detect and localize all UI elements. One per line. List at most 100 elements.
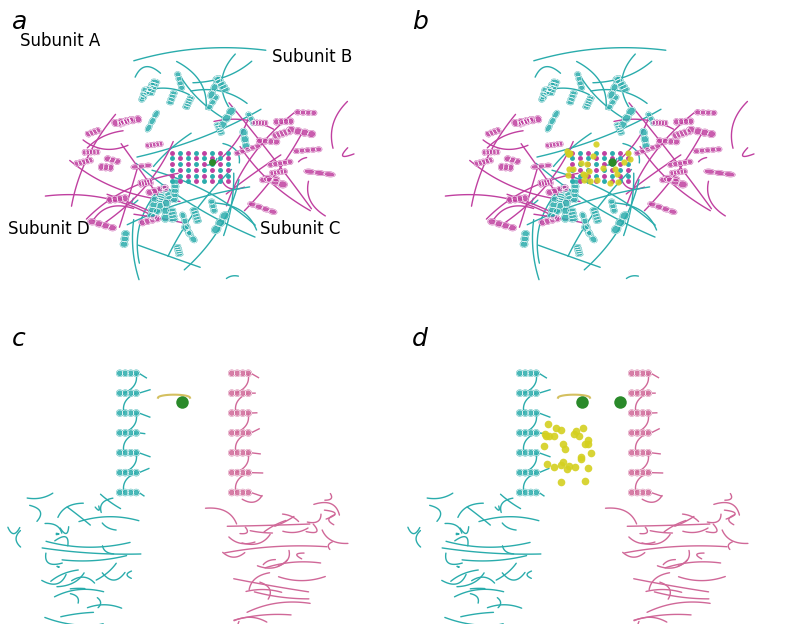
Polygon shape: [117, 430, 123, 436]
Polygon shape: [217, 127, 222, 130]
Polygon shape: [694, 149, 700, 154]
Polygon shape: [194, 217, 200, 220]
Polygon shape: [218, 82, 225, 86]
Polygon shape: [135, 116, 142, 122]
Polygon shape: [613, 95, 618, 100]
Polygon shape: [522, 489, 528, 495]
Polygon shape: [269, 209, 277, 214]
Polygon shape: [108, 164, 114, 171]
Polygon shape: [666, 177, 673, 182]
Polygon shape: [156, 142, 159, 147]
Polygon shape: [122, 410, 128, 416]
Polygon shape: [117, 390, 123, 396]
Polygon shape: [618, 132, 624, 135]
Polygon shape: [234, 370, 240, 376]
Polygon shape: [508, 225, 516, 231]
Polygon shape: [240, 489, 246, 495]
Polygon shape: [608, 90, 615, 99]
Polygon shape: [262, 139, 268, 144]
Polygon shape: [502, 223, 510, 228]
Polygon shape: [252, 120, 255, 125]
Polygon shape: [306, 110, 311, 115]
Polygon shape: [149, 143, 153, 147]
Polygon shape: [274, 139, 279, 145]
Polygon shape: [646, 410, 651, 416]
Polygon shape: [615, 125, 622, 128]
Polygon shape: [310, 110, 317, 115]
Polygon shape: [522, 231, 530, 236]
Polygon shape: [287, 127, 295, 133]
Polygon shape: [558, 195, 565, 198]
Polygon shape: [160, 185, 167, 190]
Polygon shape: [156, 200, 163, 203]
Polygon shape: [122, 231, 130, 236]
Polygon shape: [518, 121, 522, 127]
Polygon shape: [528, 430, 534, 436]
Polygon shape: [146, 124, 152, 132]
Polygon shape: [655, 120, 658, 125]
Polygon shape: [580, 212, 586, 218]
Polygon shape: [674, 170, 677, 175]
Polygon shape: [552, 142, 556, 147]
Polygon shape: [174, 245, 181, 248]
Polygon shape: [678, 161, 683, 166]
Polygon shape: [646, 370, 651, 376]
Polygon shape: [668, 139, 674, 144]
Polygon shape: [514, 159, 521, 164]
Polygon shape: [609, 199, 614, 204]
Polygon shape: [574, 245, 581, 248]
Polygon shape: [648, 202, 656, 207]
Polygon shape: [240, 410, 246, 416]
Polygon shape: [150, 178, 153, 185]
Polygon shape: [176, 251, 182, 254]
Polygon shape: [283, 129, 288, 135]
Polygon shape: [489, 157, 493, 163]
Polygon shape: [246, 430, 251, 436]
Polygon shape: [557, 187, 563, 192]
Polygon shape: [108, 225, 116, 231]
Polygon shape: [122, 470, 128, 475]
Polygon shape: [229, 450, 235, 456]
Polygon shape: [530, 117, 534, 122]
Polygon shape: [590, 208, 598, 212]
Polygon shape: [93, 150, 96, 155]
Polygon shape: [240, 430, 246, 436]
Polygon shape: [151, 197, 159, 202]
Polygon shape: [279, 130, 284, 137]
Polygon shape: [699, 149, 705, 153]
Polygon shape: [190, 236, 197, 243]
Text: d: d: [412, 328, 428, 351]
Polygon shape: [246, 370, 251, 376]
Polygon shape: [246, 390, 251, 396]
Polygon shape: [215, 79, 223, 84]
Polygon shape: [186, 230, 193, 237]
Polygon shape: [276, 132, 281, 138]
Polygon shape: [517, 195, 523, 202]
Polygon shape: [240, 370, 246, 376]
Polygon shape: [541, 180, 545, 187]
Polygon shape: [584, 104, 590, 107]
Polygon shape: [591, 211, 598, 214]
Polygon shape: [186, 101, 191, 104]
Polygon shape: [517, 470, 523, 475]
Polygon shape: [106, 197, 113, 203]
Polygon shape: [634, 410, 640, 416]
Polygon shape: [680, 170, 684, 174]
Polygon shape: [610, 100, 616, 105]
Polygon shape: [549, 217, 555, 223]
Polygon shape: [239, 149, 246, 154]
Polygon shape: [118, 121, 122, 127]
Polygon shape: [505, 156, 510, 162]
Polygon shape: [546, 179, 550, 185]
Polygon shape: [682, 160, 688, 165]
Polygon shape: [522, 430, 528, 436]
Polygon shape: [482, 159, 486, 165]
Polygon shape: [523, 119, 528, 124]
Polygon shape: [640, 390, 646, 396]
Polygon shape: [629, 489, 635, 495]
Polygon shape: [567, 100, 574, 105]
Polygon shape: [700, 110, 706, 115]
Polygon shape: [534, 370, 539, 376]
Polygon shape: [206, 104, 213, 110]
Polygon shape: [117, 450, 123, 456]
